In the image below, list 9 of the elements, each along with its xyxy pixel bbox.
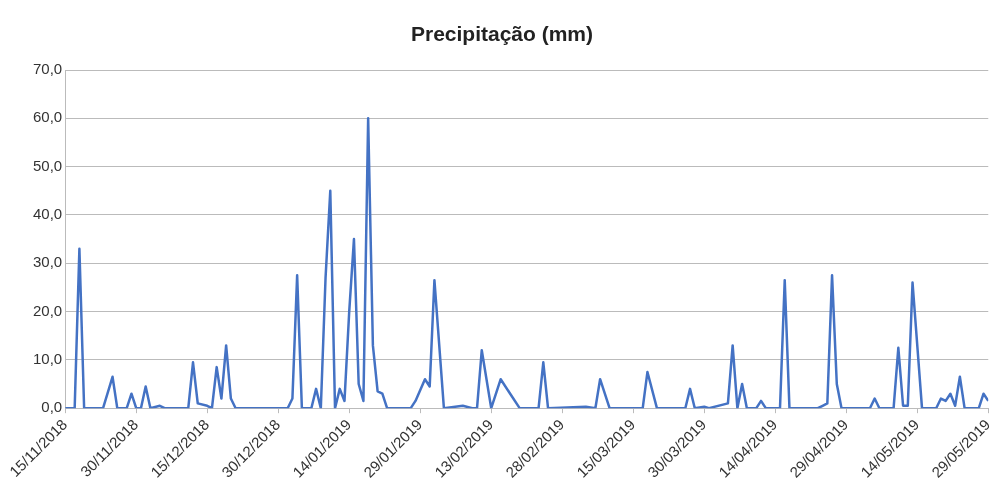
y-tick-label: 0,0 [41, 398, 63, 416]
y-tick-label: 20,0 [32, 301, 63, 319]
y-tick-label: 10,0 [32, 350, 63, 368]
chart-title: Precipitação (mm) [409, 22, 595, 46]
y-tick-label: 30,0 [32, 253, 63, 271]
y-tick-label: 40,0 [32, 205, 63, 223]
y-tick-label: 70,0 [32, 60, 63, 78]
y-tick-label: 60,0 [32, 108, 63, 126]
y-tick-label: 50,0 [32, 156, 63, 174]
